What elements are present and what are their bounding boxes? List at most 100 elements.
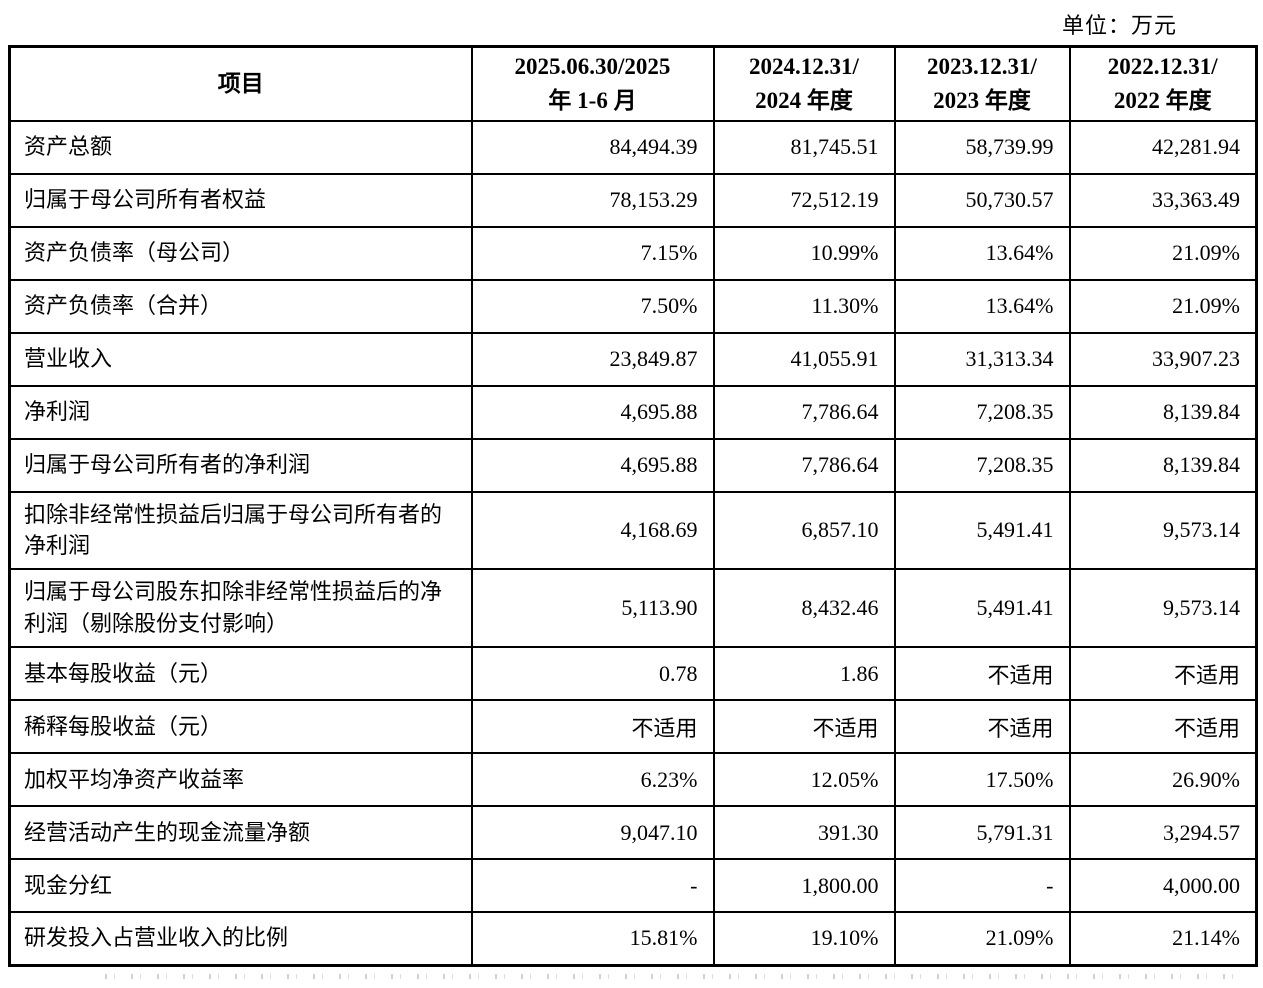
cell-value: 7,786.64 (712, 437, 896, 493)
cell-value: 21.09% (1068, 278, 1258, 334)
table-row: 基本每股收益（元） 0.78 1.86 不适用 不适用 (8, 646, 1258, 702)
column-header-2022: 2022.12.31/ 2022 年度 (1068, 45, 1258, 122)
cell-value: 21.09% (893, 911, 1071, 967)
column-header-2024: 2024.12.31/ 2024 年度 (712, 45, 896, 122)
cell-value: 5,491.41 (893, 490, 1071, 571)
table-row: 加权平均净资产收益率 6.23% 12.05% 17.50% 26.90% (8, 752, 1258, 808)
row-label: 基本每股收益（元） (8, 646, 473, 702)
table-row: 归属于母公司所有者权益 78,153.29 72,512.19 50,730.57 33… (8, 172, 1258, 228)
row-label: 稀释每股收益（元） (8, 699, 473, 755)
table-row: 归属于母公司股东扣除非经常性损益后的净利润（剔除股份支付影响） 5,113.90 8… (8, 568, 1258, 649)
cutoff-note-line (105, 973, 1243, 979)
column-header-2023: 2023.12.31/ 2023 年度 (893, 45, 1071, 122)
cell-value: 17.50% (893, 752, 1071, 808)
table-row: 归属于母公司所有者的净利润 4,695.88 7,786.64 7,208.35 8,1… (8, 437, 1258, 493)
cell-value: 81,745.51 (712, 119, 896, 175)
cell-value: 6.23% (470, 752, 715, 808)
table-row: 营业收入 23,849.87 41,055.91 31,313.34 33,907.23 (8, 331, 1258, 387)
cell-value: 4,695.88 (470, 384, 715, 440)
cell-value: 13.64% (893, 225, 1071, 281)
row-label: 扣除非经常性损益后归属于母公司所有者的净利润 (8, 490, 473, 571)
cell-value: 391.30 (712, 805, 896, 861)
cell-value: 11.30% (712, 278, 896, 334)
table-row: 稀释每股收益（元） 不适用 不适用 不适用 不适用 (8, 699, 1258, 755)
cell-value: 7.50% (470, 278, 715, 334)
table-row: 扣除非经常性损益后归属于母公司所有者的净利润 4,168.69 6,857.10 5,… (8, 490, 1258, 571)
cell-value: 不适用 (893, 646, 1071, 702)
table-row: 净利润 4,695.88 7,786.64 7,208.35 8,139.84 (8, 384, 1258, 440)
cell-value: 84,494.39 (470, 119, 715, 175)
cell-value: 10.99% (712, 225, 896, 281)
cell-value: 不适用 (1068, 646, 1258, 702)
cell-value: - (470, 858, 715, 914)
cell-value: 不适用 (470, 699, 715, 755)
cell-value: 1.86 (712, 646, 896, 702)
cell-value: 33,363.49 (1068, 172, 1258, 228)
cell-value: 9,573.14 (1068, 490, 1258, 571)
cell-value: 不适用 (1068, 699, 1258, 755)
unit-label: 单位：万元 (1061, 13, 1177, 38)
cell-value: 9,047.10 (470, 805, 715, 861)
cell-value: - (893, 858, 1071, 914)
table-row: 资产负债率（母公司） 7.15% 10.99% 13.64% 21.09% (8, 225, 1258, 281)
cell-value: 50,730.57 (893, 172, 1071, 228)
table-row: 现金分红 -1,800.00-4,000.00 (8, 858, 1258, 914)
table-header-row: 项目 2025.06.30/2025 年 1-6 月 2024.12.31/ 2… (8, 45, 1258, 122)
cell-value: 15.81% (470, 911, 715, 967)
cell-value: 26.90% (1068, 752, 1258, 808)
row-label: 归属于母公司股东扣除非经常性损益后的净利润（剔除股份支付影响） (8, 568, 473, 649)
table-row: 资产总额 84,494.39 81,745.51 58,739.99 42,281.94 (8, 119, 1258, 175)
row-label: 归属于母公司所有者权益 (8, 172, 473, 228)
cell-value: 9,573.14 (1068, 568, 1258, 649)
cell-value: 41,055.91 (712, 331, 896, 387)
column-header-item: 项目 (8, 45, 473, 122)
row-label: 资产负债率（合并） (8, 278, 473, 334)
table-header: 项目 2025.06.30/2025 年 1-6 月 2024.12.31/ 2… (8, 45, 1258, 122)
cell-value: 不适用 (712, 699, 896, 755)
cell-value: 12.05% (712, 752, 896, 808)
key-financials-table: 项目 2025.06.30/2025 年 1-6 月 2024.12.31/ 2… (8, 45, 1258, 967)
cell-value: 7,786.64 (712, 384, 896, 440)
cell-value: 13.64% (893, 278, 1071, 334)
cell-value: 23,849.87 (470, 331, 715, 387)
row-label: 现金分红 (8, 858, 473, 914)
cell-value: 7,208.35 (893, 437, 1071, 493)
row-label: 资产总额 (8, 119, 473, 175)
row-label: 资产负债率（母公司） (8, 225, 473, 281)
row-label: 加权平均净资产收益率 (8, 752, 473, 808)
cell-value: 5,791.31 (893, 805, 1071, 861)
cell-value: 不适用 (893, 699, 1071, 755)
cell-value: 7.15% (470, 225, 715, 281)
cell-value: 4,695.88 (470, 437, 715, 493)
cell-value: 78,153.29 (470, 172, 715, 228)
cell-value: 0.78 (470, 646, 715, 702)
cell-value: 6,857.10 (712, 490, 896, 571)
table-row: 研发投入占营业收入的比例 15.81% 19.10% 21.09% 21.14% (8, 911, 1258, 967)
row-label: 营业收入 (8, 331, 473, 387)
cell-value: 5,113.90 (470, 568, 715, 649)
cell-value: 8,139.84 (1068, 437, 1258, 493)
cell-value: 19.10% (712, 911, 896, 967)
cell-value: 31,313.34 (893, 331, 1071, 387)
cell-value: 3,294.57 (1068, 805, 1258, 861)
cell-value: 5,491.41 (893, 568, 1071, 649)
table-row: 资产负债率（合并） 7.50% 11.30% 13.64% 21.09% (8, 278, 1258, 334)
cell-value: 33,907.23 (1068, 331, 1258, 387)
cell-value: 42,281.94 (1068, 119, 1258, 175)
cell-value: 8,139.84 (1068, 384, 1258, 440)
cell-value: 4,000.00 (1068, 858, 1258, 914)
cell-value: 1,800.00 (712, 858, 896, 914)
column-header-2025h1: 2025.06.30/2025 年 1-6 月 (470, 45, 715, 122)
cell-value: 21.09% (1068, 225, 1258, 281)
cell-value: 4,168.69 (470, 490, 715, 571)
cell-value: 8,432.46 (712, 568, 896, 649)
cell-value: 21.14% (1068, 911, 1258, 967)
cell-value: 72,512.19 (712, 172, 896, 228)
table-row: 经营活动产生的现金流量净额 9,047.10 391.30 5,791.31 3,294… (8, 805, 1258, 861)
cell-value: 7,208.35 (893, 384, 1071, 440)
row-label: 净利润 (8, 384, 473, 440)
row-label: 经营活动产生的现金流量净额 (8, 805, 473, 861)
row-label: 研发投入占营业收入的比例 (8, 911, 473, 967)
cell-value: 58,739.99 (893, 119, 1071, 175)
